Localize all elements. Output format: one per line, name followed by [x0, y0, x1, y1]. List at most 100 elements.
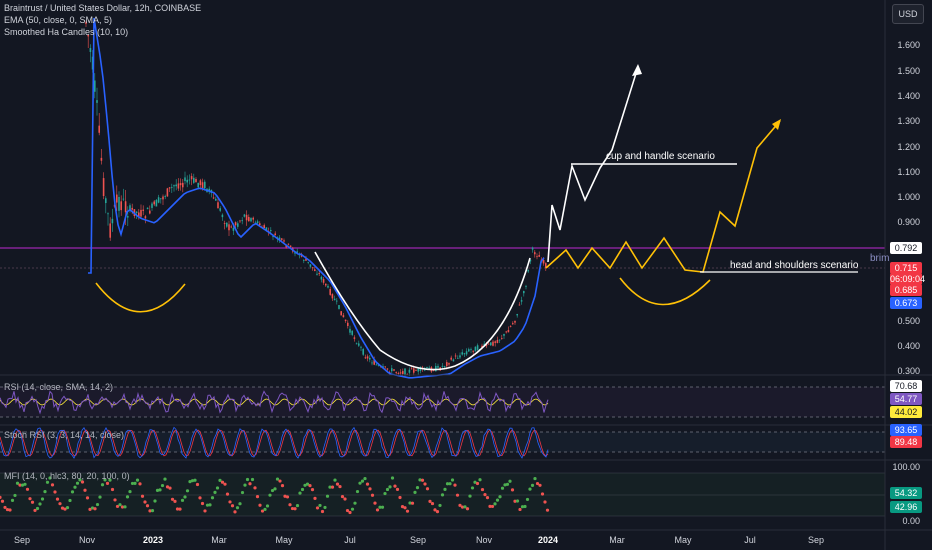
mfi-dot — [475, 481, 480, 486]
ha-legend[interactable]: Smoothed Ha Candles (10, 10) — [4, 27, 129, 37]
mfi-dot — [293, 507, 297, 511]
candle-body — [195, 179, 197, 183]
candle-body — [318, 273, 320, 274]
mfi-dot — [15, 481, 20, 485]
mfi-dot — [120, 505, 125, 509]
mfi-dot — [468, 494, 472, 498]
candle-body — [116, 194, 118, 203]
candle-body — [118, 196, 120, 211]
candle-body — [536, 256, 538, 258]
mfi-dot — [320, 509, 325, 514]
mfi-dot — [243, 483, 247, 487]
candle-body — [349, 328, 351, 333]
mfi-dot — [418, 478, 422, 482]
mfi-dot — [348, 510, 352, 515]
mfi-dot — [363, 476, 367, 481]
mfi-dot — [500, 486, 505, 490]
mfi-dot — [385, 487, 390, 492]
mfi-dot — [35, 506, 40, 511]
currency-button[interactable]: USD — [892, 4, 924, 24]
mfi-dot — [303, 483, 307, 487]
mfi-dot — [153, 499, 157, 503]
mfi-dot — [58, 502, 62, 506]
candle-body — [111, 218, 114, 224]
mfi-dot — [533, 476, 537, 481]
mfi-dot — [140, 494, 145, 498]
rsi-pane — [0, 386, 885, 418]
arrowhead-yellow — [772, 119, 781, 130]
candle-body — [272, 236, 274, 238]
candle-body — [476, 345, 479, 350]
mfi-dot — [228, 500, 232, 504]
stoch-rsi-label[interactable]: Stoch RSI (3, 3, 14, 14, close) — [4, 430, 125, 440]
candle-body — [217, 202, 219, 209]
mfi-dot — [450, 478, 455, 482]
rsi-badge: 70.68 — [890, 380, 922, 392]
mfi-label[interactable]: MFI (14, 0, hlc3, 80, 20, 100, 0) — [4, 471, 130, 481]
candle-body — [325, 283, 327, 286]
mfi-dot — [88, 507, 92, 511]
price-tick: 0.900 — [897, 217, 920, 227]
candle-body — [102, 178, 105, 197]
mfi-dot — [95, 502, 100, 507]
mfi-dot — [388, 485, 392, 489]
cup-handle-label[interactable]: cup and handle scenario — [606, 151, 715, 162]
candle-body — [366, 356, 369, 359]
price-tick: 1.400 — [897, 91, 920, 101]
candle-body — [512, 323, 514, 325]
candle-body — [259, 223, 261, 225]
candle-body — [124, 201, 127, 213]
head-shoulders-label[interactable]: head and shoulders scenario — [730, 260, 859, 271]
mfi-dot — [220, 480, 225, 484]
mfi-dot — [210, 496, 215, 500]
mfi-dot — [73, 485, 77, 489]
mfi-dot — [470, 486, 475, 490]
mfi-dot — [438, 503, 442, 508]
candle-body — [294, 252, 296, 254]
candle-body — [230, 226, 232, 228]
candle-body — [91, 56, 94, 70]
candle-body — [450, 357, 452, 360]
candle-body — [388, 371, 391, 373]
mfi-dot — [118, 503, 122, 507]
mfi-dot — [380, 505, 385, 509]
mfi-dot — [313, 496, 317, 500]
mfi-dot — [105, 481, 110, 485]
price-badge: 0.715 — [890, 262, 922, 274]
mfi-dot — [48, 476, 52, 480]
candle-body — [426, 367, 428, 369]
ema-legend[interactable]: EMA (50, close, 0, SMA, 5) — [4, 15, 113, 25]
mfi-dot — [165, 485, 170, 489]
mfi-dot — [440, 493, 445, 497]
mfi-dot — [245, 477, 250, 482]
candle-body — [232, 227, 235, 231]
mfi-dot — [18, 483, 22, 487]
mfi-dot — [330, 485, 335, 489]
mfi-dot — [415, 486, 420, 490]
candle-body — [371, 362, 373, 364]
rsi-label[interactable]: RSI (14, close, SMA, 14, 2) — [4, 382, 114, 392]
ema-line — [88, 17, 545, 379]
mfi-dot — [150, 509, 155, 513]
candle-body — [311, 267, 314, 269]
mfi-dot — [43, 489, 47, 494]
candle-body — [351, 330, 353, 335]
candle-body — [542, 260, 545, 264]
mfi-dot — [173, 499, 177, 503]
mfi-dot — [63, 507, 67, 511]
candle-body — [296, 251, 298, 253]
symbol-legend[interactable]: Braintrust / United States Dollar, 12h, … — [4, 3, 202, 13]
mfi-dot — [83, 488, 87, 492]
candle-body — [142, 209, 144, 211]
candle-body — [523, 291, 525, 294]
price-tick: 0.400 — [897, 341, 920, 351]
candle-body — [410, 368, 413, 370]
candle-body — [538, 255, 540, 257]
mfi-dot — [265, 504, 270, 508]
mfi-dot — [175, 507, 180, 511]
time-tick: Jul — [344, 535, 356, 545]
candle-body — [527, 270, 529, 272]
candle-body — [256, 221, 259, 224]
time-tick: May — [275, 535, 293, 545]
